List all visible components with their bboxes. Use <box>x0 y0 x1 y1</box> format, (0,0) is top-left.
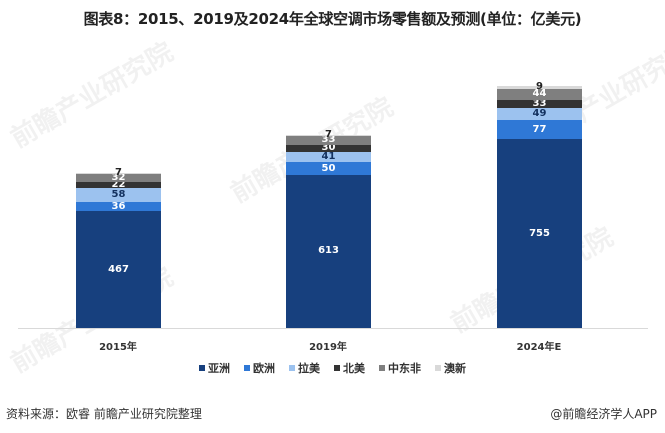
bar-segment: 32 <box>76 172 161 184</box>
source-note: 资料来源：欧睿 前瞻产业研究院整理 <box>6 407 202 421</box>
data-label: 7 <box>115 167 122 179</box>
legend-item: 亚洲 <box>199 360 230 376</box>
data-label: 32 <box>111 172 126 184</box>
x-tick-label: 2024年E <box>516 342 562 353</box>
bar-segment: 49 <box>497 107 582 120</box>
x-axis-line <box>18 328 648 329</box>
data-label: 467 <box>108 263 129 275</box>
chart-legend: 亚洲 欧洲 拉美 北美 中东非 澳新 <box>0 360 665 376</box>
bar-segment: 9 <box>497 82 582 92</box>
bar-segment: 58 <box>76 187 161 203</box>
legend-swatch-icon <box>199 365 205 371</box>
bar-segment: 30 <box>286 142 371 154</box>
legend-label: 拉美 <box>298 362 320 375</box>
bar-segment: 36 <box>76 200 161 212</box>
legend-swatch-icon <box>435 365 441 371</box>
legend-swatch-icon <box>244 365 250 371</box>
bar-segment: 41 <box>286 151 371 163</box>
data-label: 30 <box>321 142 336 154</box>
bar-segment: 44 <box>497 88 582 100</box>
bar-segment: 7 <box>76 168 161 178</box>
legend-label: 欧洲 <box>253 362 275 375</box>
legend-swatch-icon <box>379 365 385 371</box>
bar-segment: 50 <box>286 162 371 175</box>
legend-item: 澳新 <box>435 360 466 376</box>
data-label: 44 <box>532 88 547 99</box>
legend-swatch-icon <box>334 365 340 371</box>
bar-segment: 755 <box>497 139 582 328</box>
bar-segment: 33 <box>497 97 582 109</box>
credit-note: @前瞻经济学人APP <box>550 407 657 421</box>
data-label: 36 <box>111 200 126 212</box>
bar-segment: 613 <box>286 174 371 328</box>
bar-segment: 77 <box>497 120 582 140</box>
data-label: 755 <box>529 227 550 239</box>
data-label: 33 <box>532 97 547 109</box>
data-label: 613 <box>318 245 339 257</box>
bar-segment: 7 <box>286 130 371 140</box>
x-tick-label: 2019年 <box>309 342 347 353</box>
data-label: 33 <box>321 134 336 146</box>
legend-item: 中东非 <box>379 360 421 376</box>
legend-item: 拉美 <box>289 360 320 376</box>
chart-title: 图表8：2015、2019及2024年全球空调市场零售额及预测(单位：亿美元) <box>83 10 582 28</box>
legend-item: 欧洲 <box>244 360 275 376</box>
data-label: 77 <box>532 123 547 135</box>
bar-segment: 467 <box>76 211 161 328</box>
bar-segment: 33 <box>286 134 371 146</box>
legend-label: 澳新 <box>444 362 466 375</box>
legend-label: 北美 <box>343 362 365 375</box>
data-label: 50 <box>321 162 336 174</box>
x-tick-label: 2015年 <box>99 342 137 353</box>
bar-segment: 22 <box>76 179 161 190</box>
bar-0: 467 36 58 22 32 7 <box>76 168 161 328</box>
data-label: 41 <box>321 151 336 163</box>
legend-swatch-icon <box>289 365 295 371</box>
data-label: 9 <box>536 81 543 93</box>
data-label: 49 <box>532 107 547 119</box>
data-label: 58 <box>111 189 126 200</box>
bar-2: 755 77 49 33 44 9 <box>497 82 582 328</box>
data-label: 22 <box>111 179 126 190</box>
legend-label: 亚洲 <box>208 362 230 375</box>
legend-label: 中东非 <box>388 362 421 375</box>
data-label: 7 <box>325 129 332 141</box>
legend-item: 北美 <box>334 360 365 376</box>
bar-1: 613 50 41 30 33 7 <box>286 130 371 328</box>
